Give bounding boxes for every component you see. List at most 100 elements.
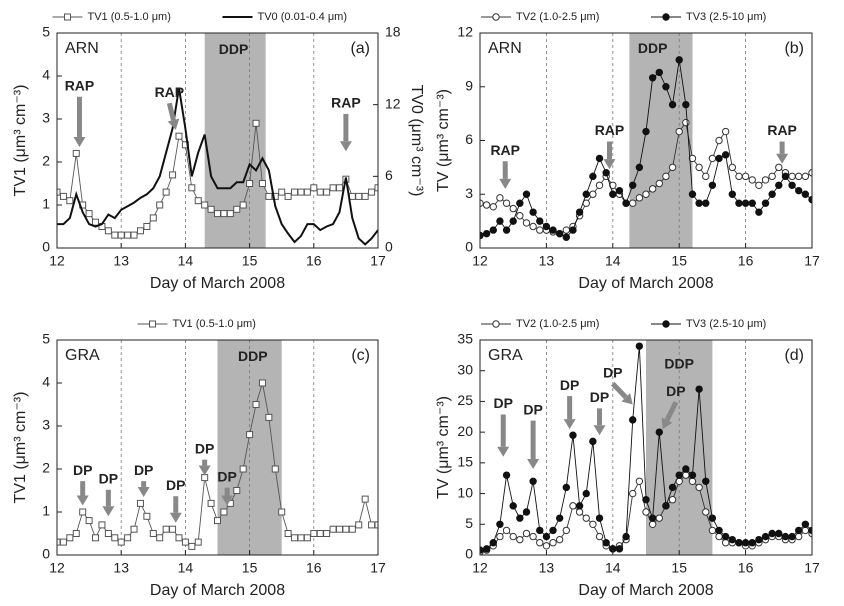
marker — [284, 530, 292, 537]
marker — [648, 514, 657, 522]
shade-band — [204, 33, 266, 248]
marker — [368, 188, 376, 196]
panel-label: (c) — [351, 347, 370, 364]
legend-label: TV1 (0.5-1.0 μm) — [173, 318, 256, 330]
marker — [233, 205, 241, 213]
marker — [695, 483, 703, 492]
marker — [801, 526, 810, 535]
x-tick-label: 17 — [370, 253, 386, 269]
marker — [562, 233, 571, 241]
y-axis-title: TV (μm³ cm⁻³) — [435, 396, 452, 499]
marker — [529, 222, 537, 231]
y-tick-label: 2 — [42, 460, 50, 476]
marker — [291, 534, 299, 542]
marker — [801, 520, 810, 528]
marker — [111, 231, 119, 239]
x-tick-label: 12 — [49, 560, 65, 576]
marker — [648, 520, 657, 528]
y-axis-title: TV (μm³ cm⁻³) — [435, 89, 452, 192]
marker — [761, 532, 770, 541]
y-tick-label: 4 — [42, 374, 50, 390]
marker — [629, 199, 637, 207]
y-axis-title: TV1 (μm³ cm⁻³) — [12, 85, 29, 197]
marker — [303, 188, 311, 196]
marker — [361, 192, 369, 200]
marker — [662, 502, 670, 510]
marker — [755, 535, 763, 544]
marker — [629, 416, 637, 424]
marker — [688, 477, 697, 485]
y-tick-label: 3 — [465, 185, 473, 201]
marker — [589, 520, 597, 528]
marker — [682, 100, 690, 109]
marker — [795, 526, 803, 535]
y-tick-label: 6 — [465, 131, 473, 147]
marker — [335, 525, 343, 533]
y-tick-label: 3 — [42, 417, 50, 433]
legend-label: TV0 (0.01-0.4 μm) — [258, 11, 347, 23]
annotation-arrowhead — [563, 419, 576, 430]
marker — [642, 496, 650, 504]
marker — [715, 154, 723, 163]
x-axis-title: Day of March 2008 — [578, 582, 713, 599]
annotation-arrowhead — [169, 512, 182, 523]
marker — [675, 56, 683, 64]
marker — [795, 186, 803, 195]
annotation-arrowhead — [339, 141, 352, 152]
annotation-arrowhead — [102, 506, 115, 517]
marker — [194, 197, 202, 205]
marker — [316, 188, 324, 196]
x-tick-label: 17 — [804, 560, 820, 576]
marker — [655, 514, 663, 522]
marker — [509, 217, 517, 225]
marker — [188, 184, 196, 192]
marker — [549, 226, 557, 234]
marker — [542, 222, 551, 231]
x-axis-title: Day of March 2008 — [578, 275, 713, 292]
annotation: DP — [590, 389, 609, 405]
marker — [602, 169, 610, 177]
marker — [175, 534, 183, 542]
marker — [695, 163, 703, 172]
marker — [502, 471, 511, 479]
marker — [72, 149, 80, 157]
shade-band — [217, 340, 282, 555]
plot-area — [57, 33, 378, 248]
marker — [728, 535, 737, 544]
x-tick-label: 17 — [804, 253, 820, 269]
marker — [169, 525, 177, 533]
annotation: RAP — [65, 77, 95, 93]
marker — [284, 192, 292, 200]
marker — [201, 201, 209, 209]
marker — [715, 532, 723, 541]
marker — [480, 199, 484, 207]
y-tick-label: 25 — [457, 392, 473, 408]
marker — [265, 192, 273, 200]
marker — [642, 127, 650, 136]
marker — [496, 532, 504, 541]
y-tick-label: 0 — [465, 239, 473, 255]
marker — [374, 184, 378, 192]
marker — [136, 227, 144, 235]
annotation: DP — [166, 477, 185, 493]
annotation: RAP — [767, 122, 797, 138]
annotation: RAP — [331, 95, 361, 111]
marker — [761, 199, 770, 207]
y-tick-label: 20 — [457, 423, 473, 439]
marker — [788, 181, 796, 189]
marker — [536, 226, 544, 234]
x-tick-label: 16 — [306, 253, 322, 269]
marker — [615, 186, 624, 195]
marker — [735, 539, 743, 547]
marker — [595, 532, 604, 541]
marker — [509, 204, 517, 213]
marker — [715, 136, 723, 145]
marker — [303, 534, 311, 542]
marker — [721, 532, 730, 541]
x-tick-label: 16 — [306, 560, 322, 576]
y-tick-label: 5 — [42, 24, 50, 40]
marker — [85, 210, 93, 218]
marker — [622, 532, 630, 541]
marker — [682, 118, 690, 127]
marker — [496, 217, 504, 225]
